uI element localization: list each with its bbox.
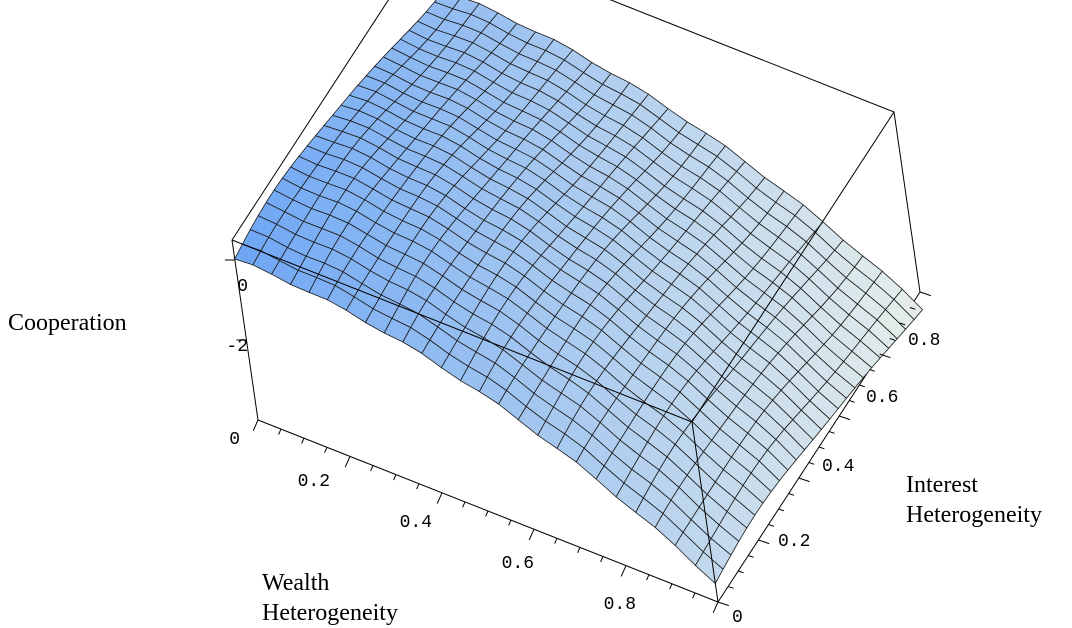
surface-cell: [694, 551, 724, 585]
y-tick: [748, 555, 754, 558]
box-edge: [609, 0, 895, 113]
y-tick: [889, 338, 896, 341]
y-tick: [798, 477, 810, 483]
x-tick: [620, 565, 627, 577]
x-tick: [370, 465, 374, 472]
surface-mesh: [234, 0, 924, 585]
z-tick-label-neg2: -2: [226, 337, 248, 357]
box-edge: [231, 239, 259, 421]
x-tick: [252, 419, 259, 432]
x-axis-label-line2: Heterogeneity: [262, 600, 398, 626]
y-tick-label-06: 0.6: [866, 388, 898, 408]
y-axis-label-line2: Heterogeneity: [906, 502, 1042, 528]
x-tick: [669, 583, 673, 590]
x-tick: [577, 547, 581, 554]
y-tick: [839, 415, 851, 421]
x-tick-label-04: 0.4: [400, 513, 432, 533]
bounding-box-front: [231, 111, 895, 603]
y-axis-label-line1: Interest: [906, 472, 978, 498]
x-tick-label-0: 0: [229, 430, 240, 450]
x-tick: [692, 592, 696, 599]
x-tick: [416, 483, 420, 490]
box-edge: [231, 239, 693, 423]
y-tick: [808, 462, 815, 465]
y-tick: [727, 586, 734, 589]
box-edge: [893, 111, 921, 293]
y-tick: [828, 431, 835, 434]
axis-ticks: [224, 259, 931, 614]
box-edge: [231, 0, 389, 241]
x-tick: [712, 601, 719, 614]
box-edge: [691, 421, 719, 603]
x-tick: [393, 474, 397, 481]
x-tick: [508, 519, 512, 526]
y-tick: [919, 291, 931, 297]
x-tick: [554, 538, 558, 544]
y-tick: [768, 524, 775, 527]
x-tick: [462, 501, 466, 508]
x-tick: [646, 574, 650, 581]
x-tick: [301, 437, 305, 444]
x-tick: [278, 428, 282, 435]
box-edge: [691, 111, 895, 423]
x-tick: [344, 456, 351, 468]
x-tick-label-08: 0.8: [604, 595, 636, 615]
y-tick: [778, 508, 785, 512]
x-axis-label-line1: Wealth: [262, 570, 329, 596]
y-tick: [717, 601, 729, 607]
y-tick-label-08: 0.8: [908, 331, 940, 351]
y-tick: [738, 570, 744, 574]
x-tick: [436, 492, 443, 504]
x-tick-label-06: 0.6: [502, 554, 534, 574]
y-tick: [859, 384, 865, 388]
y-tick: [879, 353, 891, 359]
x-tick: [600, 556, 604, 563]
z-tick-label-0: 0: [237, 277, 248, 297]
y-tick: [758, 539, 770, 545]
y-tick: [849, 400, 855, 403]
y-tick: [818, 446, 825, 450]
x-tick: [528, 528, 535, 541]
y-tick: [869, 369, 876, 372]
x-tick: [485, 510, 489, 517]
x-tick: [324, 447, 328, 453]
y-tick: [899, 322, 906, 326]
y-tick-label-02: 0.2: [778, 532, 810, 552]
x-tick-label-02: 0.2: [298, 472, 330, 492]
y-tick: [788, 493, 795, 496]
z-axis-label: Cooperation: [8, 310, 127, 336]
y-tick-label-0: 0: [732, 608, 743, 628]
y-tick-label-04: 0.4: [822, 457, 854, 477]
y-tick: [909, 307, 916, 310]
